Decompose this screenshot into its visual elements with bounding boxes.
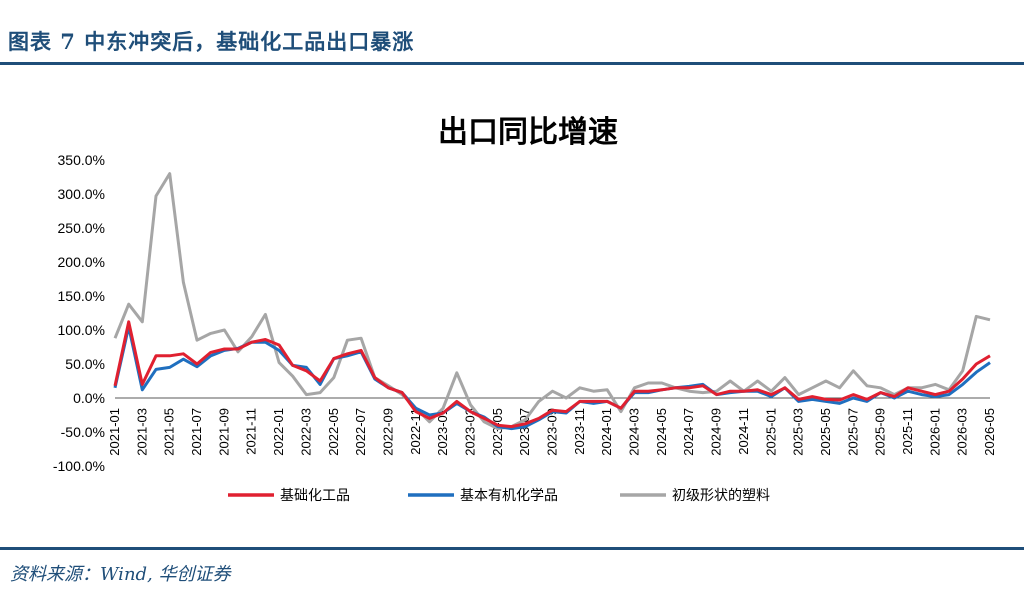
- x-tick-label: 2025-11: [900, 408, 915, 455]
- series-line: [113, 320, 991, 429]
- y-tick-label: 300.0%: [58, 186, 105, 202]
- x-tick-label: 2021-05: [162, 408, 177, 456]
- source-note: 资料来源：Wind, 华创证券: [10, 564, 231, 585]
- x-tick-label: 2022-03: [298, 408, 313, 456]
- footer-rule: [0, 547, 1024, 550]
- x-tick-label: 2024-09: [709, 408, 724, 456]
- x-tick-label: 2023-09: [545, 408, 560, 456]
- x-tick-label: 2025-09: [873, 408, 888, 456]
- y-tick-label: -100.0%: [53, 458, 105, 474]
- x-tick-label: 2023-05: [490, 408, 505, 456]
- x-tick-label: 2021-01: [107, 408, 122, 456]
- x-tick-label: 2022-01: [271, 408, 286, 456]
- x-tick-label: 2022-05: [326, 408, 341, 456]
- x-tick-label: 2026-03: [955, 408, 970, 456]
- chart-title: 出口同比增速: [438, 115, 618, 150]
- x-tick-label: 2021-09: [216, 408, 231, 456]
- x-tick-label: 2024-05: [654, 408, 669, 456]
- x-tick-label: 2022-07: [353, 408, 368, 456]
- y-tick-label: 50.0%: [65, 356, 105, 372]
- x-tick-label: 2024-07: [681, 408, 696, 456]
- x-tick-label: 2021-11: [244, 408, 259, 455]
- legend-label: 基本有机化学品: [460, 487, 558, 504]
- y-tick-label: 100.0%: [58, 322, 105, 338]
- y-tick-label: 250.0%: [58, 220, 105, 236]
- line-chart: 出口同比增速 -100.0% -50.0% 0.0% 50.0% 100.0% 150.0…: [53, 115, 997, 504]
- legend-label: 基础化工品: [280, 487, 350, 504]
- x-tick-label: 2023-01: [435, 408, 450, 456]
- x-tick-label: 2023-07: [517, 408, 532, 456]
- x-tick-label: 2025-05: [818, 408, 833, 456]
- x-tick-label: 2021-07: [189, 408, 204, 456]
- y-tick-label: 350.0%: [58, 152, 105, 168]
- legend: 基础化工品 基本有机化学品 初级形状的塑料: [228, 487, 770, 504]
- x-tick-label: 2023-03: [462, 408, 477, 456]
- x-tick-label: 2022-11: [408, 408, 423, 455]
- x-tick-label: 2022-09: [380, 408, 395, 456]
- y-tick-label: 150.0%: [58, 288, 105, 304]
- x-tick-label: 2024-03: [627, 408, 642, 456]
- x-tick-label: 2024-01: [599, 408, 614, 456]
- x-tick-label: 2023-11: [572, 408, 587, 455]
- plot-area: -100.0% -50.0% 0.0% 50.0% 100.0% 150.0% 200.0%…: [53, 152, 997, 474]
- y-tick-label: 0.0%: [73, 390, 105, 406]
- x-tick-label: 2024-11: [736, 408, 751, 455]
- y-tick-label: -50.0%: [61, 424, 105, 440]
- series-line: [113, 172, 991, 431]
- x-tick-label: 2026-01: [927, 408, 942, 456]
- x-tick-label: 2025-01: [763, 408, 778, 456]
- x-tick-label: 2025-07: [845, 408, 860, 456]
- figure-title: 图表 7 中东冲突后，基础化工品出口暴涨: [8, 29, 415, 54]
- legend-label: 初级形状的塑料: [672, 487, 770, 504]
- x-tick-label: 2026-05: [982, 408, 997, 456]
- header-rule: [0, 62, 1024, 65]
- y-tick-label: 200.0%: [58, 254, 105, 270]
- x-tick-label: 2021-03: [134, 408, 149, 456]
- x-tick-label: 2025-03: [791, 408, 806, 456]
